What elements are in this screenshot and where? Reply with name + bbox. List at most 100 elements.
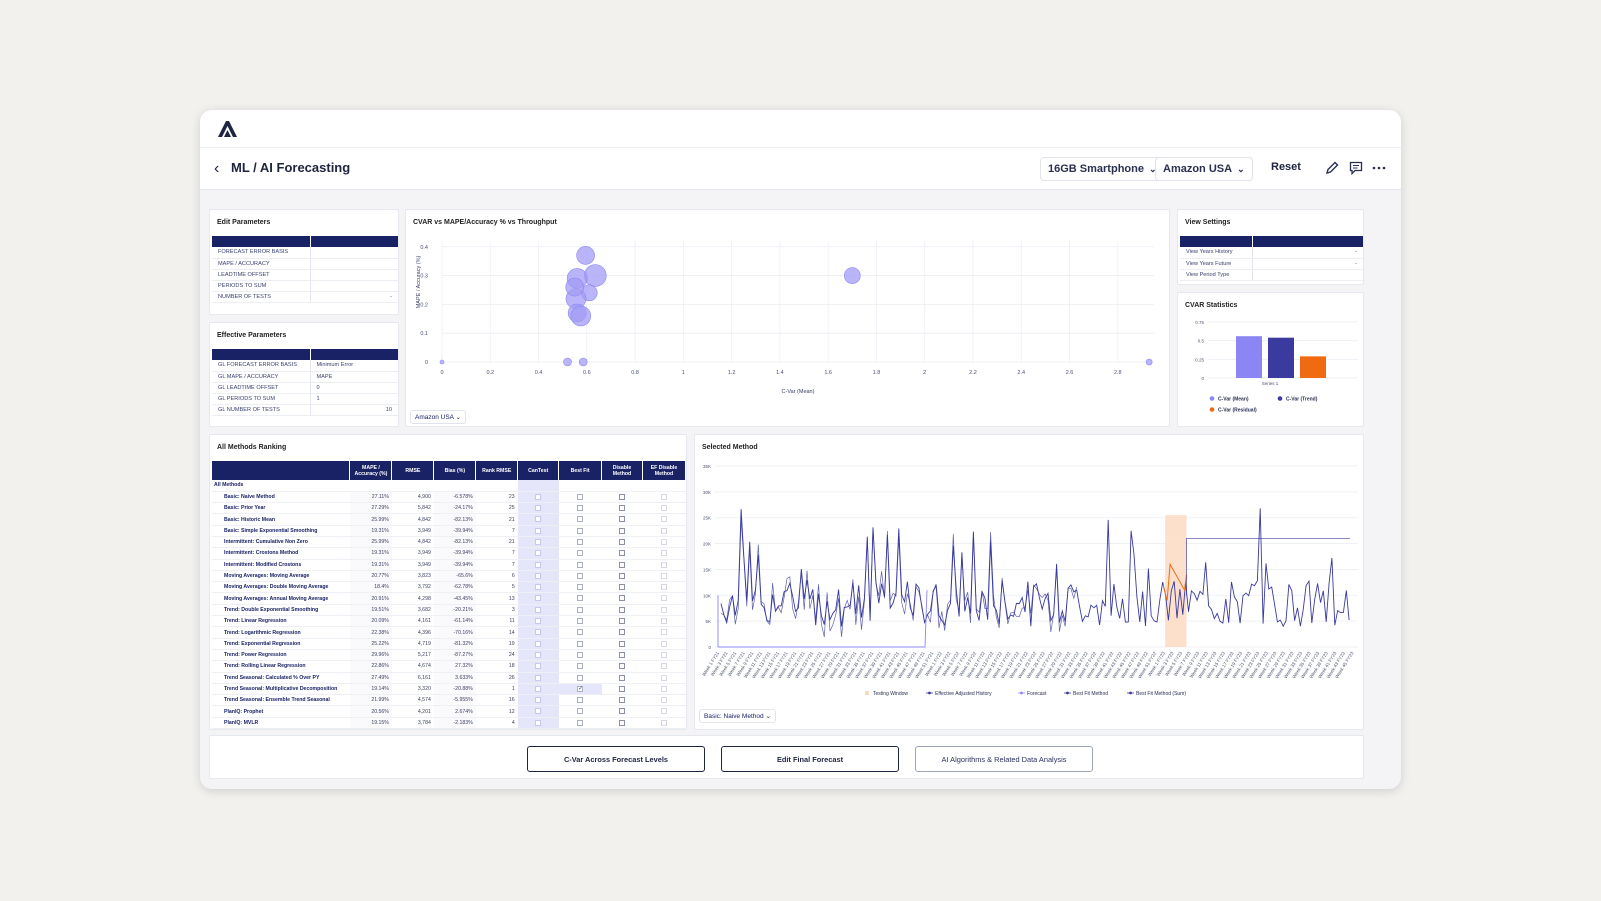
ef-disable-method-checkbox[interactable]	[660, 527, 667, 534]
disable-method-checkbox[interactable]	[619, 606, 626, 613]
scatter-point[interactable]	[1145, 358, 1153, 366]
disable-method-checkbox[interactable]	[619, 527, 626, 534]
cantest-checkbox[interactable]	[535, 708, 542, 715]
table-row[interactable]: Basic: Prior Year 27.29% 5,842 -24.17% 25	[212, 502, 686, 515]
column-header-mape[interactable]: MAPE / Accuracy (%)	[349, 461, 393, 480]
table-row[interactable]: Moving Averages: Annual Moving Average 20…	[212, 592, 686, 605]
scatter-point[interactable]	[844, 267, 861, 284]
ef-disable-method-checkbox[interactable]	[660, 685, 667, 692]
brand-a-logo[interactable]	[216, 120, 238, 138]
best-fit-checkbox[interactable]	[577, 505, 584, 512]
ef-disable-method-checkbox[interactable]	[660, 640, 667, 647]
table-row[interactable]: Moving Averages: Moving Average 20.77% 3,8…	[212, 570, 686, 583]
disable-method-checkbox[interactable]	[619, 685, 626, 692]
best-fit-method-line[interactable]	[720, 518, 1078, 638]
disable-method-checkbox[interactable]	[619, 572, 626, 579]
param-row[interactable]: MAPE / ACCURACY	[212, 258, 398, 270]
setting-value[interactable]: -	[1251, 247, 1363, 259]
best-fit-checkbox[interactable]	[577, 663, 584, 670]
disable-method-checkbox[interactable]	[619, 719, 626, 726]
column-header-bias[interactable]: Bias (%)	[433, 461, 477, 480]
disable-method-checkbox[interactable]	[619, 516, 626, 523]
param-row[interactable]: LEADTIME OFFSET	[212, 269, 398, 282]
table-row[interactable]: Basic: Naive Method 27.11% 4,900 -6.578% 23	[212, 491, 686, 504]
disable-method-checkbox[interactable]	[619, 640, 626, 647]
disable-method-checkbox[interactable]	[619, 618, 626, 625]
bar-c-var-residual[interactable]	[1300, 356, 1326, 378]
cantest-checkbox[interactable]	[535, 493, 542, 500]
best-fit-checkbox[interactable]	[577, 584, 584, 591]
pencil-icon[interactable]	[1323, 159, 1341, 177]
best-fit-checkbox[interactable]	[577, 516, 584, 523]
scatter-region-select[interactable]: Amazon USA ⌄	[410, 410, 466, 424]
cantest-checkbox[interactable]	[535, 719, 542, 726]
ef-disable-method-checkbox[interactable]	[660, 629, 667, 636]
scatter-point[interactable]	[578, 357, 588, 367]
param-value[interactable]: -	[309, 291, 398, 304]
table-row[interactable]: Trend Seasonal: Multiplicative Decomposi…	[212, 683, 686, 696]
ef-disable-method-checkbox[interactable]	[660, 561, 667, 568]
column-header-rank-rmse[interactable]: Rank RMSE	[475, 461, 519, 480]
param-value[interactable]	[309, 258, 398, 270]
effective-adjusted-history-line[interactable]	[720, 509, 1077, 627]
best-fit-checkbox[interactable]	[577, 697, 584, 704]
setting-row[interactable]: View Years History -	[1180, 247, 1363, 259]
best-fit-checkbox[interactable]	[577, 629, 584, 636]
table-row[interactable]: Intermittent: Cumulative Non Zero 25.99% 4…	[212, 536, 686, 549]
setting-value[interactable]: -	[1251, 258, 1363, 270]
ef-disable-method-checkbox[interactable]	[660, 584, 667, 591]
disable-method-checkbox[interactable]	[619, 708, 626, 715]
scatter-point[interactable]	[439, 359, 445, 365]
param-row[interactable]: FORECAST ERROR BASIS	[212, 247, 398, 259]
cvar-across-levels-button[interactable]: C-Var Across Forecast Levels	[527, 746, 705, 772]
more-horizontal-icon[interactable]	[1370, 159, 1388, 177]
bar-c-var-mean[interactable]	[1236, 336, 1262, 378]
best-fit-checkbox[interactable]	[577, 708, 584, 715]
best-fit-checkbox[interactable]	[577, 606, 584, 613]
table-row[interactable]: Trend: Rolling Linear Regression 22.86% 4,…	[212, 660, 686, 673]
best-fit-checkbox[interactable]	[577, 719, 584, 726]
table-row[interactable]: Trend: Logarithmic Regression 22.38% 4,396…	[212, 626, 686, 639]
cantest-checkbox[interactable]	[535, 697, 542, 704]
disable-method-checkbox[interactable]	[619, 505, 626, 512]
cantest-checkbox[interactable]	[535, 516, 542, 523]
scatter-point[interactable]	[565, 277, 585, 297]
best-fit-checkbox[interactable]	[577, 640, 584, 647]
cantest-checkbox[interactable]	[535, 595, 542, 602]
param-row[interactable]: PERIODS TO SUM	[212, 280, 398, 293]
cantest-checkbox[interactable]	[535, 505, 542, 512]
disable-method-checkbox[interactable]	[619, 697, 626, 704]
disable-method-checkbox[interactable]	[619, 595, 626, 602]
ef-disable-method-checkbox[interactable]	[660, 663, 667, 670]
cantest-checkbox[interactable]	[535, 538, 542, 545]
table-row[interactable]: PlanIQ: Prophet 20.56% 4,201 2.674% 12	[212, 705, 686, 718]
best-fit-checkbox[interactable]	[577, 618, 584, 625]
ef-disable-method-checkbox[interactable]	[660, 606, 667, 613]
table-row[interactable]: Trend: Power Regression 29.96% 5,217 -87.27…	[212, 649, 686, 662]
product-select[interactable]: 16GB Smartphone ⌄	[1040, 157, 1165, 181]
ef-disable-method-checkbox[interactable]	[660, 516, 667, 523]
best-fit-checkbox[interactable]	[577, 595, 584, 602]
ef-disable-method-checkbox[interactable]	[660, 493, 667, 500]
cantest-checkbox[interactable]	[535, 651, 542, 658]
table-row[interactable]: Trend: Exponential Regression 25.22% 4,719…	[212, 638, 686, 650]
cantest-checkbox[interactable]	[535, 572, 542, 579]
cantest-checkbox[interactable]	[535, 685, 542, 692]
table-row[interactable]: Trend: Linear Regression 20.09% 4,161 -61.1…	[212, 615, 686, 628]
scatter-point[interactable]	[576, 246, 595, 265]
ef-disable-method-checkbox[interactable]	[660, 697, 667, 704]
disable-method-checkbox[interactable]	[619, 493, 626, 500]
table-row[interactable]: Intermittent: Modified Crostons 19.31% 3,9…	[212, 559, 686, 571]
scatter-point[interactable]	[570, 305, 592, 327]
param-value[interactable]	[309, 280, 398, 293]
setting-row[interactable]: View Years Future -	[1180, 258, 1363, 270]
param-value[interactable]	[309, 247, 398, 259]
back-chevron-icon[interactable]: ‹	[214, 160, 220, 177]
scatter-point[interactable]	[563, 357, 572, 367]
disable-method-checkbox[interactable]	[619, 674, 626, 681]
table-row[interactable]: Moving Averages: Double Moving Average 18…	[212, 581, 686, 594]
edit-final-forecast-button[interactable]: Edit Final Forecast	[721, 746, 899, 772]
cantest-checkbox[interactable]	[535, 550, 542, 557]
table-row[interactable]: Trend Seasonal: Calculated % Over PY 27.4…	[212, 672, 686, 684]
column-header-rmse[interactable]: RMSE	[391, 461, 435, 480]
